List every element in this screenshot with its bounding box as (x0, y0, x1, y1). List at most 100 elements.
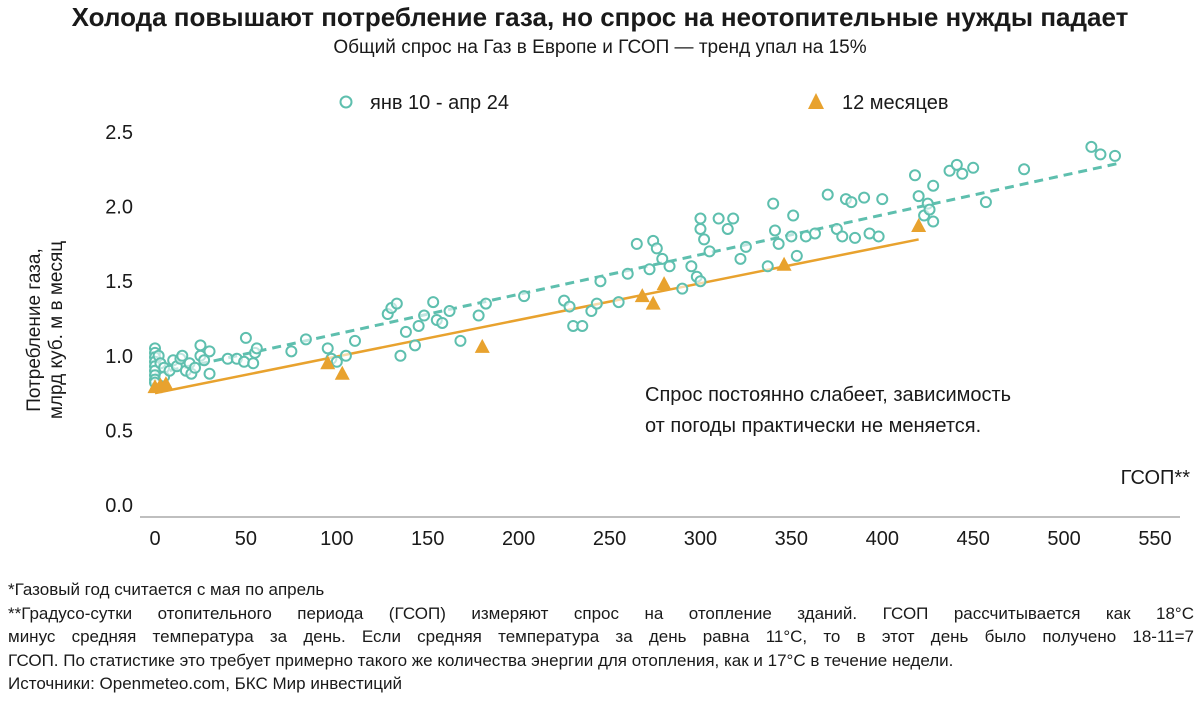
chart-title: Холода повышают потребление газа, но спр… (71, 2, 1129, 32)
y-tick-label: 1.0 (105, 346, 133, 368)
data-point-history (694, 222, 707, 235)
data-point-history (399, 325, 412, 338)
data-point-history (203, 367, 216, 380)
data-point-history (299, 333, 312, 346)
data-point-history (1085, 140, 1098, 153)
data-point-history (427, 296, 440, 309)
data-point-history (721, 222, 734, 235)
data-point-history (394, 349, 407, 362)
data-point-history (676, 282, 689, 295)
x-tick-label: 200 (502, 528, 535, 550)
data-point-history (349, 334, 361, 347)
legend-label-history: янв 10 - апр 24 (370, 92, 509, 114)
points-history (149, 140, 1121, 389)
data-point-history (594, 275, 607, 288)
data-point-history (698, 233, 711, 246)
annotation-line1: Спрос постоянно слабеет, зависимость (645, 384, 1011, 406)
data-point-history (790, 249, 803, 262)
y-tick-label: 1.5 (105, 271, 133, 293)
x-tick-label: 350 (775, 528, 808, 550)
data-point-history (339, 349, 352, 362)
footnotes: *Газовый год считается с мая по апрель *… (8, 578, 1194, 696)
data-point-history (849, 231, 861, 244)
data-point-history (436, 316, 449, 329)
points-12m (147, 217, 927, 394)
data-point-history (734, 252, 747, 265)
data-point-history (479, 297, 492, 310)
data-point-history (612, 296, 625, 309)
data-point-history (836, 230, 849, 243)
data-point-history (247, 357, 260, 370)
legend: янв 10 - апр 24 12 месяцев (339, 92, 948, 114)
x-tick-label: 250 (593, 528, 626, 550)
x-tick-label: 150 (411, 528, 444, 550)
data-point-history (909, 169, 921, 182)
x-tick-label: 550 (1138, 528, 1171, 550)
data-point-history (1018, 163, 1031, 176)
data-point-history (923, 203, 936, 216)
x-tick-label: 300 (684, 528, 717, 550)
data-point-history (643, 263, 656, 276)
trend-line-12m (154, 238, 919, 395)
legend-marker-history (339, 95, 353, 109)
chart-subtitle: Общий спрос на Газ в Европе и ГСОП — тре… (333, 37, 867, 58)
data-point-history (418, 309, 431, 322)
data-point-history (967, 161, 980, 174)
data-point-history (876, 193, 889, 206)
data-point-history (956, 167, 969, 180)
footnote-sources: Источники: Openmeteo.com, БКС Мир инвест… (8, 674, 403, 693)
data-point-history (412, 319, 425, 332)
data-point-history (189, 361, 201, 374)
data-point-history (767, 197, 780, 210)
y-tick-label: 2.5 (105, 122, 133, 144)
data-point-history (787, 209, 800, 222)
x-tick-labels: 0 50 100 150 200 250 300 350 400 450 500 550 (149, 528, 1171, 550)
data-point-12m (474, 338, 490, 353)
data-point-history (176, 349, 189, 362)
data-point-history (576, 319, 589, 332)
x-axis-label: ГСОП** (1121, 467, 1191, 489)
data-point-history (685, 260, 698, 273)
data-point-history (454, 334, 467, 347)
data-point-history (663, 260, 676, 273)
legend-label-12m: 12 месяцев (842, 92, 948, 114)
scatter-chart: янв 10 - апр 24 12 месяцев 0.0 0.5 1.0 1.5 2… (105, 92, 1191, 550)
data-point-history (761, 260, 774, 273)
data-point-12m (334, 365, 350, 380)
footnote-hdd-1: **Градусо-сутки отопительного периода (Г… (8, 603, 1194, 623)
data-point-history (472, 309, 485, 322)
data-point-history (712, 212, 725, 225)
data-point-12m (776, 256, 792, 271)
footnote-hdd-3: ГСОП. По статистике это требует примерно… (8, 650, 954, 670)
data-point-history (590, 297, 603, 310)
y-tick-labels: 0.0 0.5 1.0 1.5 2.0 2.5 (105, 122, 133, 517)
data-point-12m (320, 355, 336, 370)
data-point-history (563, 300, 576, 313)
data-point-history (621, 267, 634, 280)
y-tick-label: 0.5 (105, 420, 133, 442)
data-point-history (390, 297, 403, 310)
x-tick-label: 100 (320, 528, 353, 550)
x-tick-label: 0 (149, 528, 160, 550)
x-tick-label: 50 (235, 528, 257, 550)
data-point-history (872, 230, 885, 243)
data-point-12m (645, 295, 661, 310)
footnote-hdd-2: минус средняя температура за день. Если … (8, 627, 1194, 646)
data-point-history (409, 339, 421, 352)
data-point-history (443, 305, 456, 318)
data-point-history (630, 237, 643, 250)
y-tick-label: 0.0 (105, 495, 133, 517)
legend-marker-12m (808, 93, 824, 109)
data-point-history (250, 342, 263, 355)
data-point-history (650, 242, 663, 255)
data-point-history (950, 158, 963, 171)
data-point-history (927, 215, 940, 228)
data-point-12m (911, 217, 927, 232)
data-point-history (769, 224, 781, 237)
data-point-history (727, 212, 740, 225)
data-point-history (912, 190, 925, 203)
trend-line-history (154, 161, 1119, 376)
data-point-history (203, 345, 216, 358)
data-point-history (979, 196, 992, 209)
data-point-history (330, 355, 343, 368)
